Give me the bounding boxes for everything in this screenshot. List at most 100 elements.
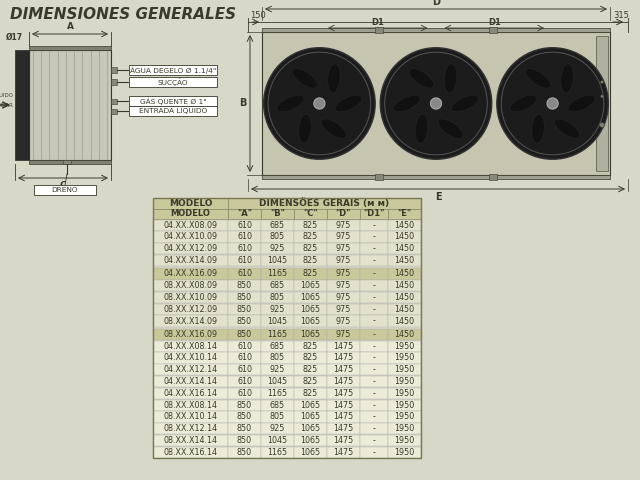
Text: 1450: 1450	[394, 293, 415, 302]
Bar	[360, 411, 388, 422]
Bar	[261, 268, 294, 279]
Ellipse shape	[335, 95, 362, 112]
Bar	[294, 231, 327, 242]
Text: 1950: 1950	[394, 365, 415, 374]
Bar	[228, 388, 261, 399]
Text: 1475: 1475	[333, 401, 354, 409]
Bar	[129, 106, 217, 116]
Bar	[228, 315, 261, 327]
Bar	[129, 96, 217, 106]
Bar	[388, 340, 421, 352]
Bar	[228, 411, 261, 422]
Circle shape	[380, 48, 492, 159]
Text: 1065: 1065	[300, 293, 321, 302]
Text: 610: 610	[237, 377, 252, 386]
Text: 04.XX.X12.09: 04.XX.X12.09	[163, 244, 218, 253]
Text: 805: 805	[270, 353, 285, 362]
Bar	[294, 340, 327, 352]
Text: 825: 825	[303, 377, 318, 386]
Bar	[360, 255, 388, 266]
Bar	[261, 329, 294, 340]
Text: 850: 850	[237, 293, 252, 302]
Bar	[153, 352, 228, 364]
Bar	[294, 364, 327, 375]
Text: 04.XX.X14.14: 04.XX.X14.14	[163, 377, 218, 386]
Ellipse shape	[452, 95, 478, 112]
Bar	[153, 388, 228, 399]
Bar	[153, 447, 228, 458]
Text: 850: 850	[237, 412, 252, 421]
Text: 04.XX.X10.14: 04.XX.X10.14	[163, 353, 218, 362]
Text: -: -	[372, 365, 376, 374]
Bar	[327, 243, 360, 254]
Text: 1045: 1045	[268, 436, 287, 445]
Bar	[34, 185, 96, 195]
Bar	[360, 292, 388, 303]
Bar	[261, 399, 294, 411]
Text: GÁS QUENTE Ø 1": GÁS QUENTE Ø 1"	[140, 97, 206, 105]
Text: 1450: 1450	[394, 244, 415, 253]
Text: 1065: 1065	[300, 424, 321, 433]
Text: ENTRADA LIQUIDO: ENTRADA LIQUIDO	[139, 108, 207, 114]
Text: D: D	[432, 0, 440, 7]
Text: 1475: 1475	[333, 412, 354, 421]
Bar	[360, 219, 388, 231]
Bar	[153, 198, 421, 458]
Text: "D": "D"	[336, 209, 351, 218]
Bar	[360, 280, 388, 291]
Text: D1: D1	[371, 18, 384, 27]
Text: 08.XX.X08.09: 08.XX.X08.09	[163, 281, 218, 290]
Bar	[388, 423, 421, 434]
Text: 610: 610	[237, 389, 252, 398]
Text: 975: 975	[336, 316, 351, 325]
Text: 1450: 1450	[394, 281, 415, 290]
Bar	[327, 329, 360, 340]
Bar	[294, 399, 327, 411]
Ellipse shape	[277, 95, 304, 112]
Text: 1475: 1475	[333, 365, 354, 374]
Text: 08.XX.X16.14: 08.XX.X16.14	[163, 448, 218, 457]
Bar	[111, 79, 117, 85]
Text: 1045: 1045	[268, 316, 287, 325]
Text: Ø17: Ø17	[5, 33, 22, 42]
Bar	[153, 329, 228, 340]
Text: 685: 685	[270, 342, 285, 351]
Text: -: -	[372, 305, 376, 314]
Text: -: -	[372, 244, 376, 253]
Circle shape	[314, 98, 325, 109]
Text: 1450: 1450	[394, 269, 415, 278]
Bar	[360, 352, 388, 364]
Bar	[327, 280, 360, 291]
Text: DE AR: DE AR	[0, 103, 12, 108]
Text: 150: 150	[250, 11, 266, 20]
Bar	[111, 67, 117, 73]
Bar	[327, 292, 360, 303]
Text: -: -	[372, 389, 376, 398]
Text: 315: 315	[613, 11, 629, 20]
Bar	[261, 315, 294, 327]
Bar	[360, 304, 388, 315]
Text: "C": "C"	[303, 209, 318, 218]
Text: 850: 850	[237, 316, 252, 325]
Text: "D1": "D1"	[364, 209, 385, 218]
Text: -: -	[372, 221, 376, 229]
Bar	[228, 423, 261, 434]
Bar	[388, 315, 421, 327]
Text: 975: 975	[336, 293, 351, 302]
Bar	[294, 329, 327, 340]
Bar	[596, 36, 608, 171]
Text: 850: 850	[237, 281, 252, 290]
Bar	[261, 423, 294, 434]
Text: DIMENSÕES GERAIS (м м): DIMENSÕES GERAIS (м м)	[259, 199, 390, 208]
Text: 975: 975	[336, 305, 351, 314]
Text: 975: 975	[336, 281, 351, 290]
Text: 04.XX.X16.14: 04.XX.X16.14	[163, 389, 218, 398]
Bar	[388, 352, 421, 364]
Text: 04.XX.X14.09: 04.XX.X14.09	[163, 256, 218, 265]
Text: 08.XX.X10.14: 08.XX.X10.14	[163, 412, 218, 421]
Bar	[360, 376, 388, 387]
Text: 1165: 1165	[268, 448, 287, 457]
Text: SUCÇÃO: SUCÇÃO	[157, 78, 188, 86]
Text: 1450: 1450	[394, 316, 415, 325]
Text: 1475: 1475	[333, 448, 354, 457]
